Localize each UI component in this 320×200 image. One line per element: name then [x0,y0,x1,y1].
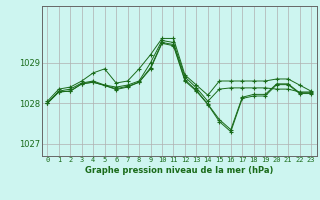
X-axis label: Graphe pression niveau de la mer (hPa): Graphe pression niveau de la mer (hPa) [85,166,273,175]
